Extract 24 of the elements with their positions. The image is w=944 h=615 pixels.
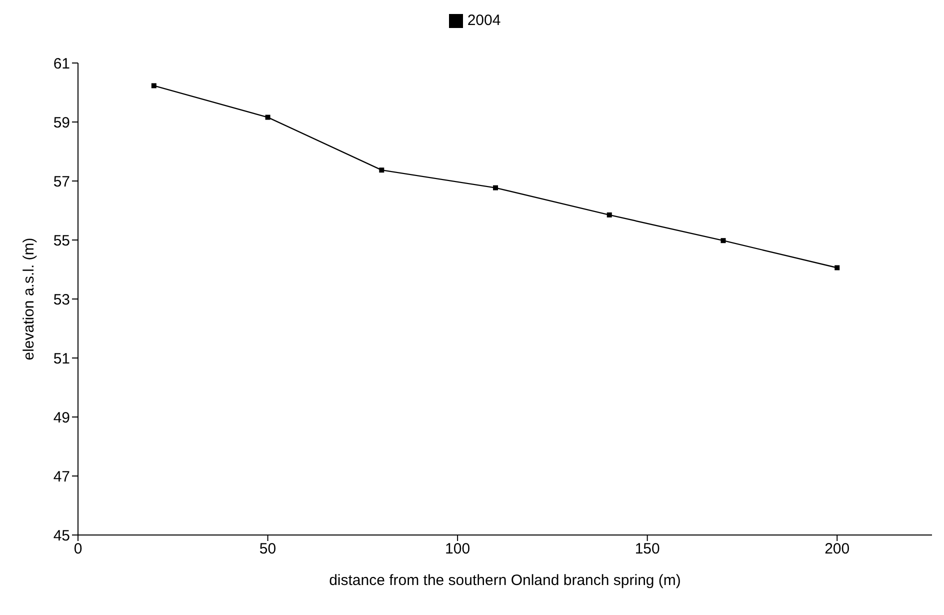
x-axis-title: distance from the southern Onland branch spring (m)	[329, 572, 681, 589]
legend-label: 2004	[467, 12, 501, 29]
x-tick-label: 100	[445, 540, 470, 558]
y-tick-label: 51	[53, 350, 70, 368]
y-tick-label: 45	[53, 527, 70, 544]
x-tick-label: 150	[634, 540, 660, 558]
x-tick-label: 200	[824, 540, 850, 558]
y-tick-label: 55	[53, 232, 70, 250]
point	[606, 212, 612, 218]
y-tick-label: 53	[53, 291, 70, 308]
point	[834, 265, 840, 270]
y-tick-label: 49	[53, 409, 70, 426]
point	[379, 168, 384, 173]
y-tick-label: 61	[53, 55, 70, 72]
point	[720, 238, 726, 244]
y-tick-label: 47	[53, 468, 70, 486]
y-tick-label: 57	[53, 173, 70, 190]
x-tick-label: 50	[259, 540, 276, 558]
x-tick-label: 0	[74, 540, 82, 558]
y-tick-label: 59	[53, 114, 70, 132]
point	[265, 114, 270, 120]
point	[493, 185, 498, 190]
point	[151, 83, 156, 88]
y-axis-title: elevation a.s.l. (m)	[20, 238, 38, 360]
